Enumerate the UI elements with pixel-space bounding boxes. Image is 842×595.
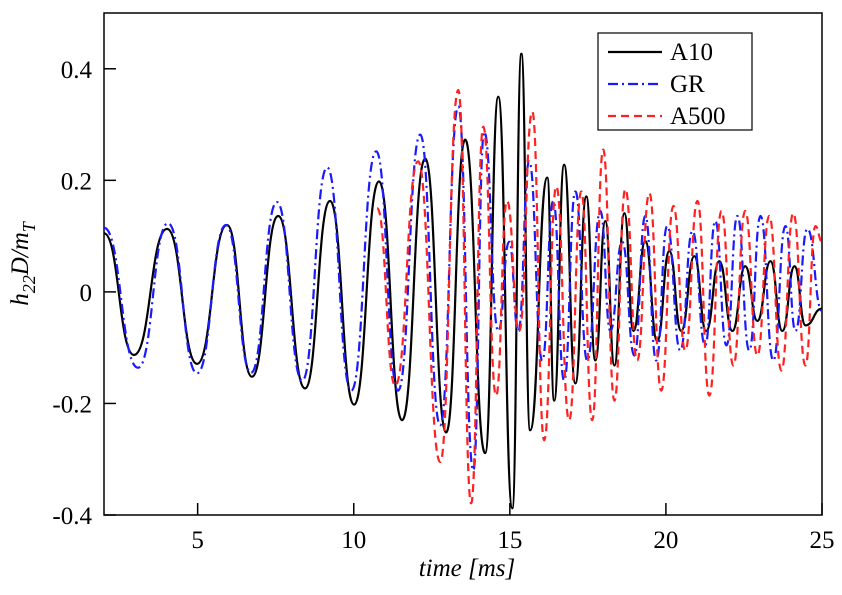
plot-area <box>103 52 824 510</box>
legend-label: A500 <box>670 103 726 130</box>
y-label-part: D/m <box>7 232 34 276</box>
series-line <box>376 88 823 505</box>
y-tick-label: -0.4 <box>52 503 92 530</box>
x-tick-label: 20 <box>653 527 678 554</box>
y-tick-label: -0.2 <box>52 391 92 418</box>
x-tick-label: 15 <box>497 527 522 554</box>
x-tick-label: 5 <box>191 527 204 554</box>
legend-box <box>597 32 753 131</box>
y-tick-label: 0.4 <box>61 57 93 84</box>
legend-label: A10 <box>670 39 713 66</box>
y-label-part: h <box>7 293 34 306</box>
legend-label: GR <box>670 71 705 98</box>
x-tick-label: 25 <box>810 527 835 554</box>
x-tick-label: 10 <box>341 527 366 554</box>
y-label-part: T <box>19 220 39 232</box>
y-axis-label: h22D/mT <box>7 220 39 306</box>
y-tick-label: 0 <box>80 280 93 307</box>
x-axis-label: time [ms] <box>419 555 516 582</box>
y-label-part: 22 <box>19 275 39 293</box>
y-tick-label: 0.2 <box>61 168 92 195</box>
plot-frame <box>103 12 823 516</box>
